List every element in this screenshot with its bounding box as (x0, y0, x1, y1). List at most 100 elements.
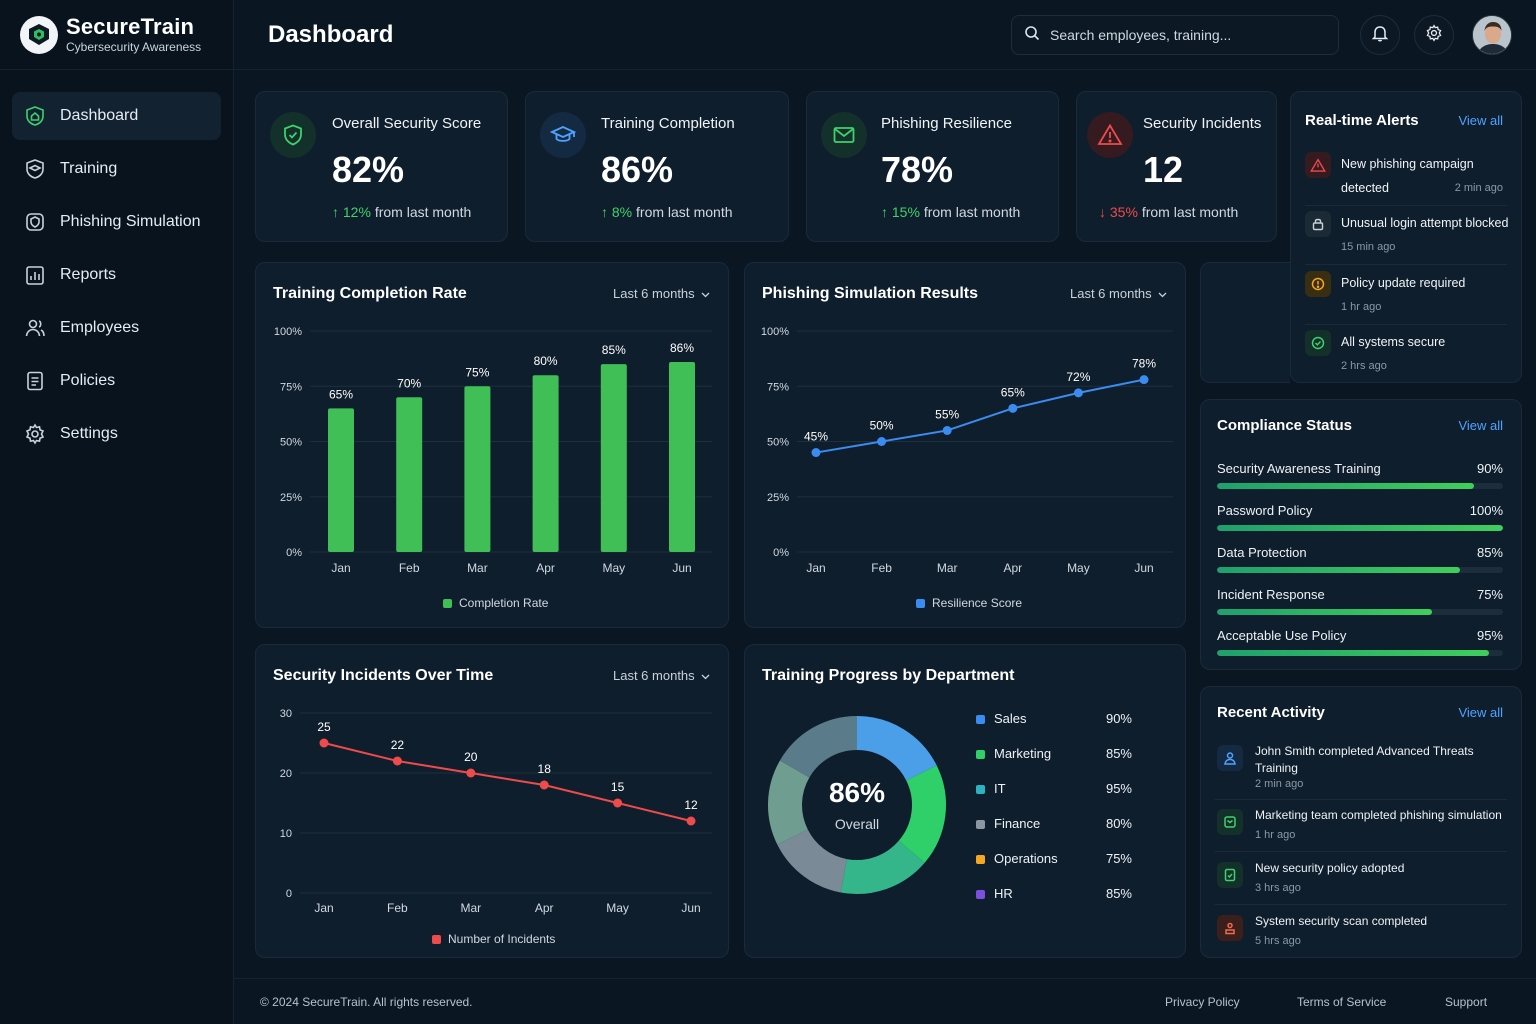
alert-item[interactable]: Unusual login attempt blocked 15 min ago (1305, 207, 1507, 265)
bar (464, 386, 490, 552)
sidebar-item-policies[interactable]: Policies (12, 357, 221, 405)
stat-card-phishing-resilience[interactable]: Phishing Resilience 78% ↑ 15% from last … (806, 91, 1059, 242)
data-point (1074, 388, 1083, 397)
point-value-label: 12 (684, 798, 698, 812)
activity-time: 5 hrs ago (1255, 935, 1301, 947)
legend-swatch (976, 750, 985, 759)
sidebar-item-dashboard[interactable]: Dashboard (12, 92, 221, 140)
alert-item[interactable]: All systems secure 2 hrs ago (1305, 326, 1507, 384)
page-title: Dashboard (268, 21, 393, 49)
stat-change-suffix: from last month (375, 204, 471, 220)
department-name: HR (994, 886, 1013, 901)
x-tick-label: Jan (806, 561, 825, 575)
compliance-view-all-link[interactable]: View all (1458, 418, 1503, 433)
progress-fill (1217, 609, 1432, 615)
x-tick-label: Feb (399, 561, 420, 575)
search-input[interactable] (1050, 27, 1320, 43)
alerts-view-all-link[interactable]: View all (1458, 113, 1503, 128)
progress-fill (1217, 567, 1460, 573)
footer-link-privacy[interactable]: Privacy Policy (1165, 995, 1240, 1009)
stat-label: Overall Security Score (332, 115, 481, 132)
sidebar-item-label: Dashboard (60, 107, 138, 125)
user-icon (1217, 745, 1243, 771)
top-header: Dashboard (234, 0, 1536, 70)
scan-icon (1217, 915, 1243, 941)
activity-item[interactable]: New security policy adopted 3 hrs ago (1215, 860, 1507, 905)
compliance-title: Compliance Status (1217, 417, 1352, 434)
sidebar-item-label: Reports (60, 266, 116, 284)
document-check-icon (1217, 862, 1243, 888)
y-tick-label: 50% (767, 437, 789, 449)
sidebar-item-employees[interactable]: Employees (12, 304, 221, 352)
donut-slice (793, 837, 844, 876)
compliance-label: Data Protection (1217, 545, 1307, 560)
sidebar-item-settings[interactable]: Settings (12, 410, 221, 458)
x-tick-label: Jan (331, 561, 350, 575)
compliance-item: Acceptable Use Policy 95% (1217, 628, 1503, 662)
notifications-button[interactable] (1360, 15, 1400, 55)
alert-time: 2 min ago (1455, 182, 1503, 194)
stat-change: ↑ 15% from last month (881, 204, 1020, 220)
x-tick-label: Mar (467, 561, 488, 575)
alert-time: 15 min ago (1341, 241, 1395, 253)
donut-slice (785, 769, 795, 837)
stat-card-security-score[interactable]: Overall Security Score 82% ↑ 12% from la… (255, 91, 508, 242)
y-tick-label: 30 (280, 708, 292, 720)
alerts-panel: Real-time Alerts View all New phishing c… (1290, 91, 1522, 383)
y-tick-label: 0% (773, 547, 789, 559)
alert-title: Policy update required (1341, 271, 1491, 295)
progress-track (1217, 567, 1503, 573)
sidebar-item-reports[interactable]: Reports (12, 251, 221, 299)
sidebar-item-training[interactable]: Training (12, 145, 221, 193)
brand[interactable]: SecureTrain Cybersecurity Awareness (0, 0, 233, 70)
department-item: HR 85% (976, 886, 1132, 906)
x-tick-label: Jun (672, 561, 691, 575)
stat-change-suffix: from last month (636, 204, 732, 220)
department-item: Operations 75% (976, 851, 1132, 871)
stat-change: ↑ 8% from last month (601, 204, 733, 220)
phishing-icon (1217, 809, 1243, 835)
search-icon (1024, 25, 1040, 46)
stat-label: Phishing Resilience (881, 115, 1012, 132)
department-percent: 85% (1106, 886, 1132, 901)
footer-link-terms[interactable]: Terms of Service (1297, 995, 1386, 1009)
sidebar-item-phishing-simulation[interactable]: Phishing Simulation (12, 198, 221, 246)
y-tick-label: 10 (280, 828, 292, 840)
alert-circle-icon (1305, 271, 1331, 297)
x-tick-label: Feb (387, 901, 408, 915)
donut-slice (844, 852, 912, 877)
data-point (877, 437, 886, 446)
department-name: IT (994, 781, 1006, 796)
footer-link-support[interactable]: Support (1445, 995, 1487, 1009)
incidents-chart: 0 10 20 30 Jan Feb Mar Apr May Jun 25 22 20 18 15 12 (256, 645, 730, 959)
progress-track (1217, 483, 1503, 489)
activity-item[interactable]: Marketing team completed phishing simula… (1215, 807, 1507, 852)
activity-view-all-link[interactable]: View all (1458, 705, 1503, 720)
point-value-label: 20 (464, 750, 478, 764)
bar-value-label: 80% (534, 354, 558, 368)
user-avatar[interactable] (1472, 15, 1512, 55)
activity-item[interactable]: System security scan completed 5 hrs ago (1215, 913, 1507, 953)
alert-item[interactable]: Policy update required 1 hr ago (1305, 267, 1507, 325)
data-point (613, 799, 622, 808)
settings-button[interactable] (1414, 15, 1454, 55)
bar (396, 397, 422, 552)
department-percent: 95% (1106, 781, 1132, 796)
department-name: Marketing (994, 746, 1051, 761)
progress-fill (1217, 483, 1474, 489)
stat-card-training-completion[interactable]: Training Completion 86% ↑ 8% from last m… (525, 91, 789, 242)
arrow-up-icon: ↑ (881, 204, 888, 220)
x-tick-label: Feb (871, 561, 892, 575)
footer: © 2024 SecureTrain. All rights reserved.… (234, 978, 1536, 1024)
search-box[interactable] (1011, 15, 1339, 55)
activity-text: John Smith completed Advanced Threats Tr… (1255, 743, 1505, 777)
activity-item[interactable]: John Smith completed Advanced Threats Tr… (1215, 743, 1507, 800)
policies-icon (24, 370, 46, 392)
bar (601, 364, 627, 552)
data-point (320, 739, 329, 748)
phishing-results-chart: 0% 25% 50% 75% 100% Jan Feb Mar Apr May Jun 45% 50% 5… (745, 263, 1187, 629)
stat-card-security-incidents[interactable]: Security Incidents 12 ↓ 35% from last mo… (1076, 91, 1277, 242)
donut-center-label: Overall (807, 816, 907, 832)
donut-slice (795, 733, 857, 769)
alert-item[interactable]: New phishing campaign detected 2 min ago (1305, 148, 1507, 206)
